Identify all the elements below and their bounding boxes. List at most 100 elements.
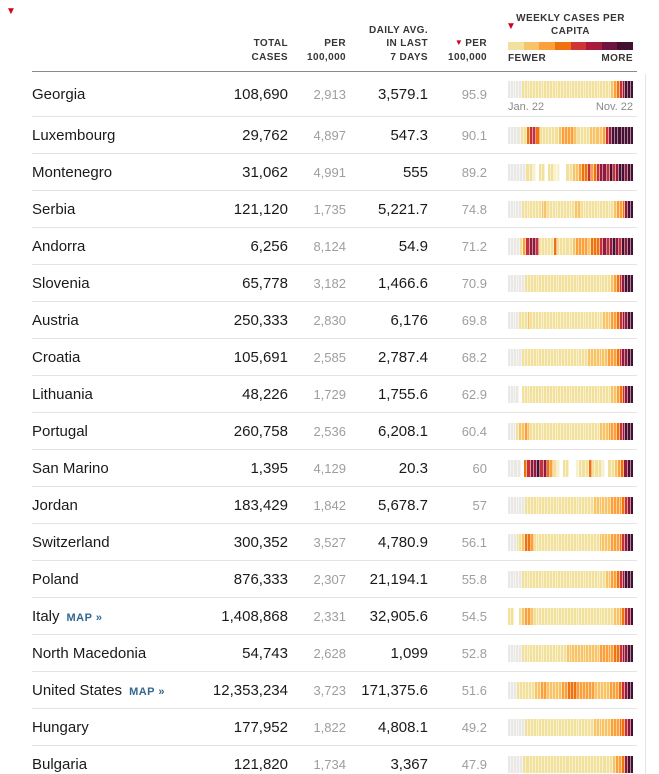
heatmap-week-bar [582,274,586,292]
heatmap-week-bar [586,126,591,144]
heatmap-week-bar [611,81,615,98]
legend-gradient-segment [570,42,587,50]
total-cases-value: 300,352 [233,533,288,551]
heatmap-week-bar [568,348,571,366]
heatmap-week-bar [556,274,560,292]
heatmap-week-bar [530,607,534,625]
total-cases-value: 177,952 [233,718,288,736]
heatmap-week-bar [567,126,572,144]
heatmap-week-bar [533,570,536,588]
heatmap-week-bar [610,607,614,625]
heatmap-week-bar [552,311,556,329]
heatmap-week-bar [541,200,545,218]
heatmap-week-bar [583,200,587,218]
heatmap-week-bar [511,126,515,144]
heatmap-week-bar [613,348,617,366]
table-row: Slovenia 65,778 3,182 1,466.6 70.9 [32,265,637,302]
per-100k-value: 2,913 [313,86,346,102]
heatmap-week-bar [571,126,575,144]
heatmap-week-bar [520,755,524,773]
heatmap-week-bar [580,126,584,144]
heatmap-week-bar [525,274,529,292]
weekly-cases-heatmap-strip [508,200,633,218]
heatmap-week-bar [538,311,542,329]
legend-gradient-segment [523,42,540,50]
daily-avg-value: 21,194.1 [369,570,428,588]
heatmap-week-bar [517,163,521,181]
heatmap-week-bar [595,459,599,477]
heatmap-week-bar [569,311,573,329]
heatmap-week-bar [549,311,553,329]
heatmap-week-bar [564,126,568,144]
heatmap-week-bar [516,422,520,440]
heatmap-week-bar [628,385,632,403]
heatmap-week-bar [562,274,566,292]
table: TOTAL CASES PER 100,000 DAILY AVG. IN LA… [32,0,637,774]
country-name: Luxembourg [32,126,116,144]
weekly-cases-heatmap-strip [508,237,634,255]
heatmap-week-bar [517,237,521,255]
daily-per-100k-value: 68.2 [461,349,487,365]
heatmap-week-bar [609,755,613,773]
heatmap-week-bar [601,681,604,699]
daily-per-100k-column-header-sorted[interactable]: ▼ PER 100,000 [428,37,487,64]
heatmap-week-bar [574,681,577,699]
heatmap-week-bar [565,607,569,625]
heatmap-week-bar [548,755,552,773]
heatmap-week-bar [538,237,542,255]
heatmap-week-bar [597,570,601,588]
per-100k-column-header[interactable]: PER 100,000 [288,37,346,64]
daily-avg-column-header[interactable]: DAILY AVG. IN LAST 7 DAYS [346,24,428,65]
heatmap-week-bar [562,496,566,514]
heatmap-week-bar [547,81,550,98]
heatmap-week-bar [593,533,597,551]
daily-avg-value: 547.3 [390,126,428,144]
country-cell: Austria [32,312,204,329]
heatmap-week-bar [561,422,564,440]
heatmap-week-bar [570,607,574,625]
heatmap-week-bar [541,163,545,181]
heatmap-week-bar [533,718,537,736]
heatmap-week-bar [609,163,613,181]
heatmap-week-bar [603,200,606,218]
daily-avg-value: 5,221.7 [377,200,428,218]
heatmap-week-bar [600,570,604,588]
heatmap-week-bar [523,126,527,144]
heatmap-week-bar [575,385,578,403]
per-100k-value: 4,991 [313,164,346,180]
weekly-cases-heatmap-strip [508,348,633,366]
legend-title-line2: CAPITA [551,26,590,37]
total-cases-column-header[interactable]: TOTAL CASES [204,37,288,64]
heatmap-week-bar [608,533,611,551]
heatmap-week-bar [556,459,560,477]
heatmap-week-bar [524,81,528,98]
heatmap-week-bar [586,422,590,440]
heatmap-week-bar [533,200,536,218]
table-row: Bulgaria 121,820 1,734 3,367 47.9 [32,746,637,774]
heatmap-week-bar [608,607,611,625]
heatmap-week-bar [519,385,522,403]
heatmap-week-bar [591,81,595,98]
heatmap-week-bar [596,533,600,551]
heatmap-week-bar [523,755,527,773]
country-cell: San Marino [32,460,204,477]
heatmap-week-bar [622,644,626,662]
map-link[interactable]: MAP » [66,611,103,624]
map-link[interactable]: MAP » [129,685,165,698]
heatmap-week-bar [527,200,531,218]
heatmap-week-bar [583,681,586,699]
daily-per-100k-value: 54.5 [461,608,487,624]
heatmap-week-bar [576,348,580,366]
heatmap-week-bar [618,126,622,144]
heatmap-week-bar [593,348,597,366]
heatmap-week-bar [517,755,521,773]
heatmap-week-bar [628,644,632,662]
daily-avg-value: 32,905.6 [369,607,428,625]
heatmap-week-bar [619,81,623,98]
heatmap-week-bar [525,607,529,625]
heatmap-week-bar [585,607,589,625]
heatmap-week-bar [569,570,573,588]
heatmap-week-bar [608,496,611,514]
heatmap-week-bar [589,422,592,440]
heatmap-week-bar [530,385,534,403]
